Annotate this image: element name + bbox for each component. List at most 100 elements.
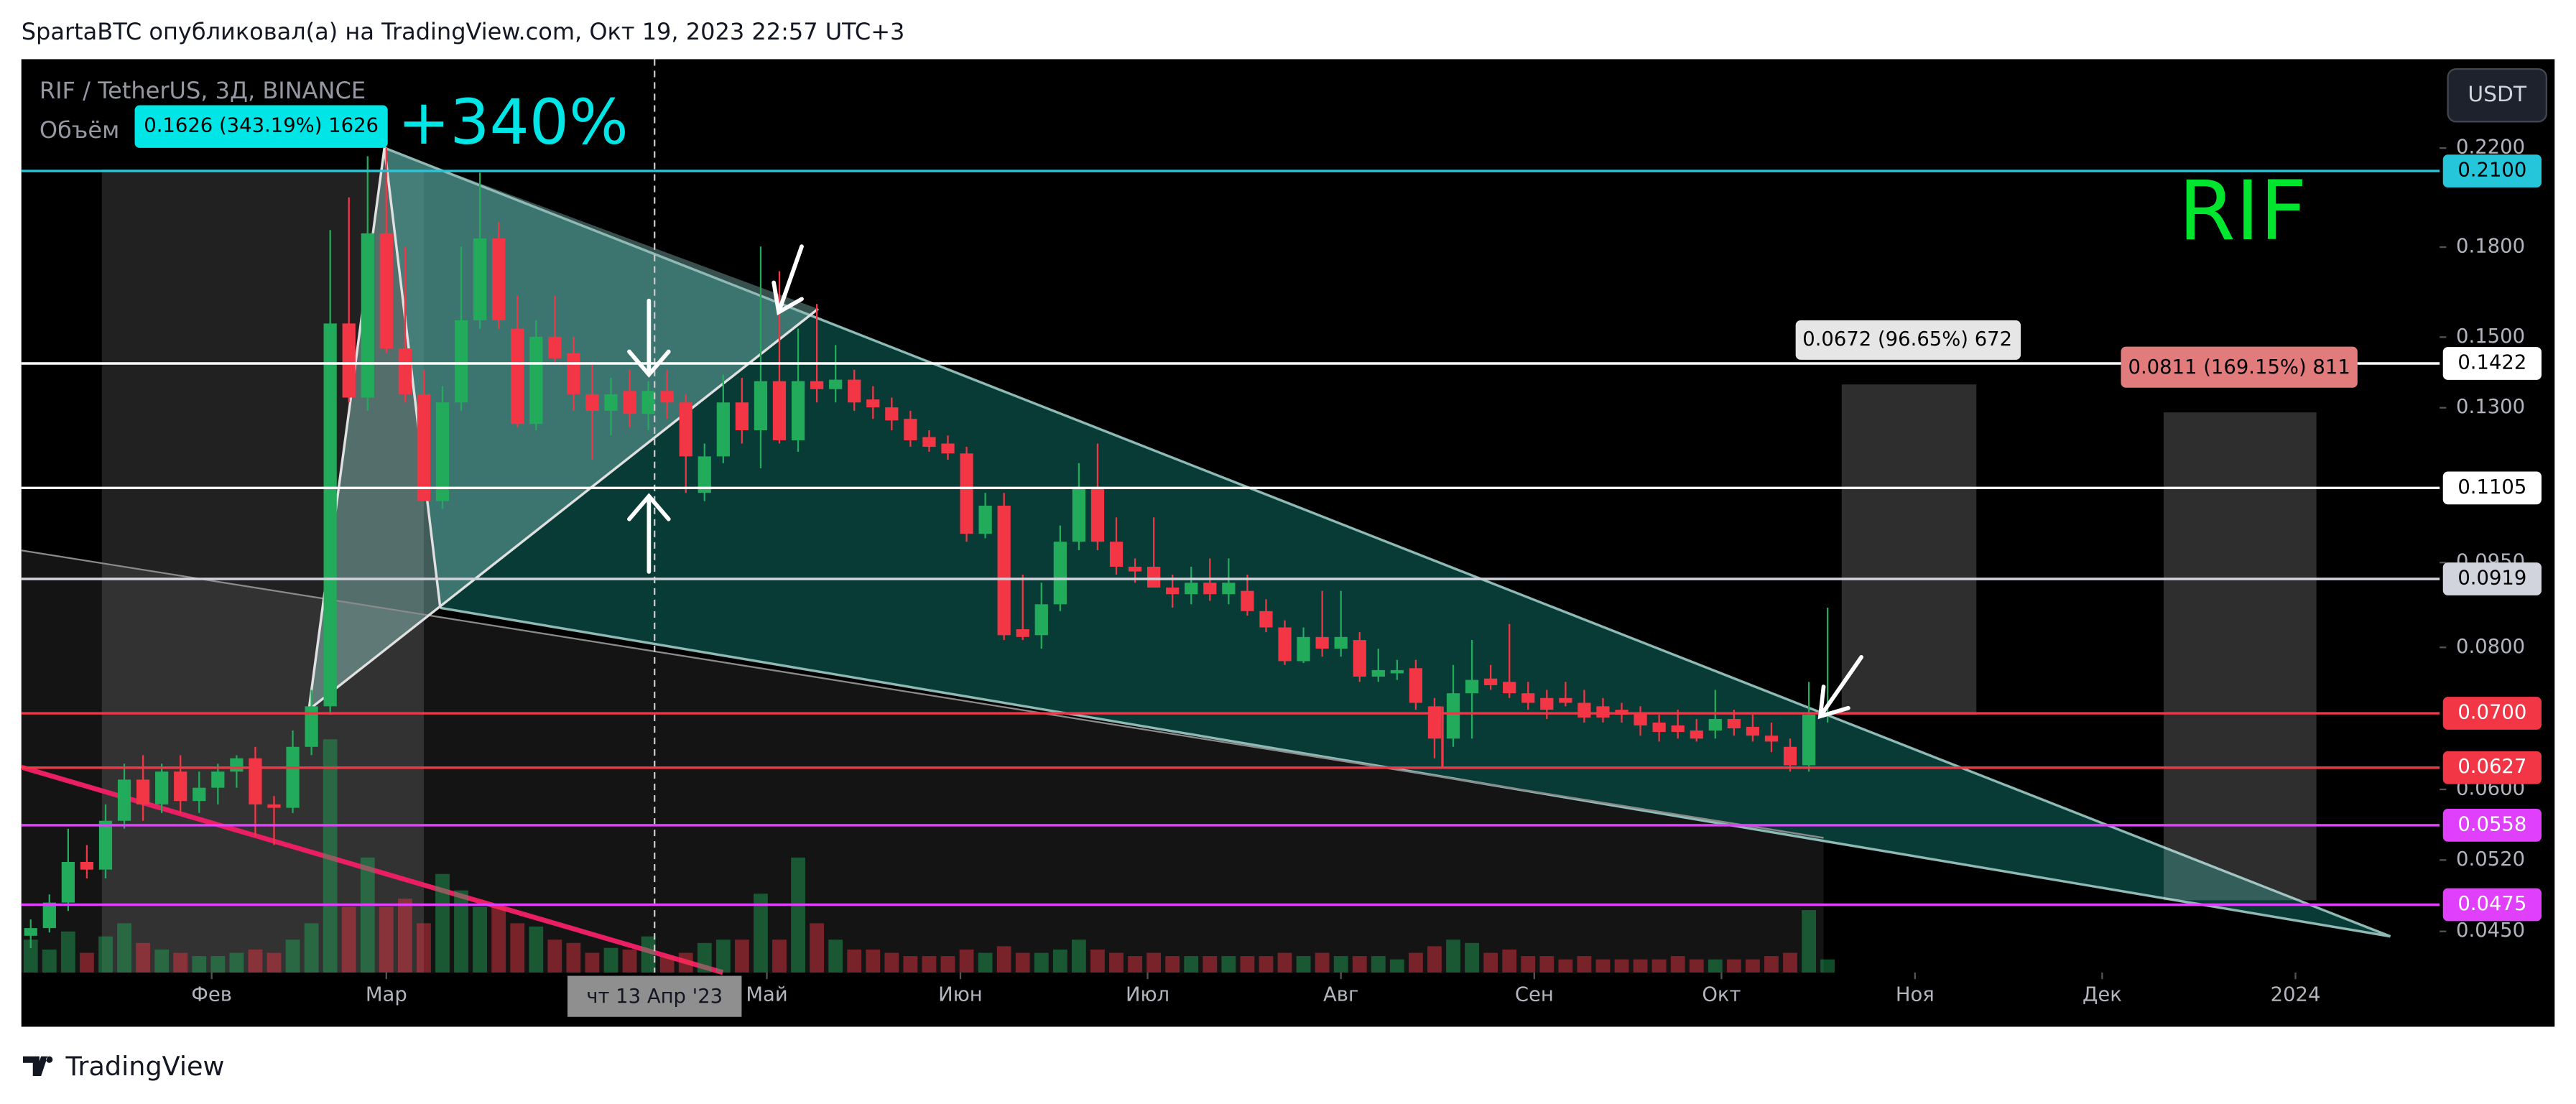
volume-bar: [1539, 956, 1555, 973]
y-tick-label: 0.0520: [2456, 848, 2525, 871]
candle-body: [342, 323, 356, 398]
candle-body: [1222, 583, 1236, 595]
candle-body: [1371, 669, 1385, 677]
volume-bar: [192, 956, 207, 973]
price-label-box: [2442, 697, 2542, 730]
volume-label: Объём: [40, 116, 119, 144]
y-tick-label: 0.0450: [2456, 919, 2525, 942]
candle-body: [1109, 542, 1123, 567]
candle-body: [1353, 640, 1366, 677]
candle-body: [735, 402, 749, 431]
volume-bar: [1409, 952, 1423, 973]
volume-bar: [80, 952, 94, 973]
price-label: 0.0700: [2457, 702, 2526, 724]
volume-bar: [1802, 910, 1816, 973]
candle-body: [529, 336, 543, 425]
volume-bar: [341, 906, 356, 973]
candle-body: [585, 394, 599, 411]
volume-bar: [1427, 946, 1442, 973]
volume-bar: [491, 906, 506, 973]
volume-bar: [1315, 952, 1330, 973]
candle-body: [211, 771, 225, 788]
candle-body: [174, 771, 187, 802]
candle-body: [1278, 627, 1292, 662]
candle-body: [286, 746, 300, 808]
price-label-box: [2442, 471, 2542, 505]
candle-body: [1708, 718, 1722, 731]
candle-body: [435, 402, 450, 501]
symbol: RIF / TetherUS, 3Д, BINANCE: [40, 77, 366, 104]
candle-body: [1484, 678, 1498, 685]
volume-bar: [1651, 959, 1667, 973]
volume-bar: [136, 942, 150, 973]
volume-bar: [847, 949, 862, 973]
volume-bar: [1333, 956, 1348, 973]
volume-bar: [417, 923, 431, 973]
candle-body: [904, 419, 917, 440]
candle-body: [1259, 611, 1273, 628]
volume-bar: [641, 936, 656, 973]
candle-body: [1203, 583, 1217, 595]
volume-bar: [473, 906, 488, 973]
measure-label: 0.0672 (96.65%) 672: [1802, 328, 2012, 351]
measure-label: 0.1626 (343.19%) 1626: [144, 115, 379, 137]
volume-bar: [866, 949, 881, 973]
candle-body: [1409, 668, 1423, 703]
candle-body: [641, 391, 655, 414]
price-label-box: [2442, 808, 2542, 842]
candle-body: [679, 402, 692, 457]
candle-body: [1783, 746, 1797, 766]
candle-body: [810, 381, 824, 389]
candle-body: [623, 391, 636, 414]
candle-body: [978, 506, 992, 534]
drawings-under: [20, 147, 2391, 975]
volume-bar: [1465, 942, 1479, 973]
candle-body: [323, 323, 337, 707]
candle-body: [1034, 604, 1048, 636]
candle-body: [379, 233, 393, 349]
volume-bar: [566, 942, 581, 973]
candle-body: [1690, 730, 1703, 739]
candle-body: [155, 771, 169, 804]
currency-label[interactable]: USDT: [2468, 82, 2527, 107]
volume-bar: [1446, 940, 1460, 973]
candle-body: [1315, 636, 1329, 649]
candle-body: [1297, 636, 1310, 662]
candle-body: [1727, 718, 1741, 728]
price-label-box: [2442, 751, 2542, 784]
volume-bar: [940, 956, 955, 973]
volume-bar: [154, 949, 170, 973]
arrow: [627, 493, 671, 574]
price-label-box: [2442, 562, 2542, 595]
volume-bar: [922, 956, 937, 973]
candle-body: [848, 379, 861, 403]
volume-bar: [1726, 959, 1741, 973]
volume-bar: [734, 940, 749, 973]
candle-body: [960, 453, 973, 534]
volume-bar: [98, 936, 113, 973]
candle-body: [1540, 697, 1554, 710]
candle-body: [193, 787, 206, 802]
candle-body: [1671, 725, 1685, 733]
volume-bar: [229, 952, 244, 973]
volume-bar: [1203, 956, 1218, 973]
volume-bar: [1614, 959, 1629, 973]
volume-bar: [117, 923, 131, 973]
volume-bar: [42, 949, 57, 973]
candle-body: [548, 336, 562, 358]
candle-body: [1016, 628, 1029, 637]
candle-body: [117, 779, 131, 821]
crosshair-label: чт 13 Апр '23: [586, 985, 723, 1008]
volume-bar: [996, 946, 1011, 973]
candle-body: [754, 381, 768, 431]
price-label: 0.0627: [2457, 756, 2526, 778]
currency-button[interactable]: [2447, 68, 2547, 123]
volume-bar: [1595, 959, 1611, 973]
volume-bar: [379, 906, 394, 973]
volume-bar: [1577, 956, 1592, 973]
price-label-box: [2442, 347, 2542, 380]
volume-bar: [248, 949, 263, 973]
volume-bar: [903, 956, 918, 973]
volume-bar: [1277, 952, 1292, 973]
